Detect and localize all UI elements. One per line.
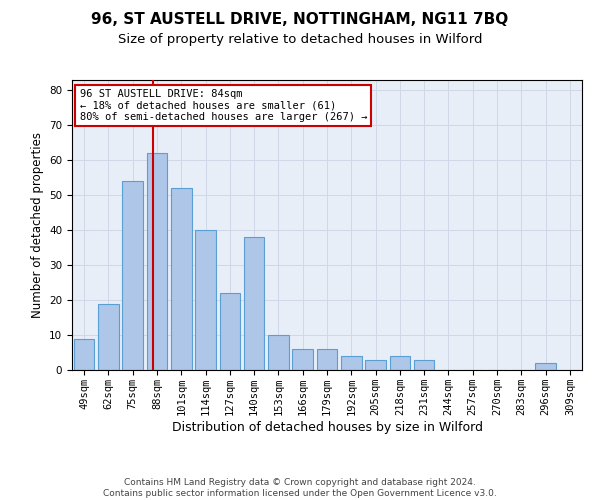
Bar	[414, 360, 434, 370]
Text: 96, ST AUSTELL DRIVE, NOTTINGHAM, NG11 7BQ: 96, ST AUSTELL DRIVE, NOTTINGHAM, NG11 7…	[91, 12, 509, 28]
Bar	[535, 363, 556, 370]
Bar	[146, 154, 167, 370]
Y-axis label: Number of detached properties: Number of detached properties	[31, 132, 44, 318]
Bar	[292, 349, 313, 370]
Text: Contains HM Land Registry data © Crown copyright and database right 2024.
Contai: Contains HM Land Registry data © Crown c…	[103, 478, 497, 498]
Bar	[317, 349, 337, 370]
Bar	[98, 304, 119, 370]
Bar	[122, 182, 143, 370]
X-axis label: Distribution of detached houses by size in Wilford: Distribution of detached houses by size …	[172, 420, 482, 434]
Bar	[220, 293, 240, 370]
Bar	[389, 356, 410, 370]
Bar	[341, 356, 362, 370]
Text: 96 ST AUSTELL DRIVE: 84sqm
← 18% of detached houses are smaller (61)
80% of semi: 96 ST AUSTELL DRIVE: 84sqm ← 18% of deta…	[80, 88, 367, 122]
Bar	[195, 230, 216, 370]
Bar	[365, 360, 386, 370]
Bar	[171, 188, 191, 370]
Bar	[244, 237, 265, 370]
Bar	[74, 338, 94, 370]
Bar	[268, 335, 289, 370]
Text: Size of property relative to detached houses in Wilford: Size of property relative to detached ho…	[118, 32, 482, 46]
